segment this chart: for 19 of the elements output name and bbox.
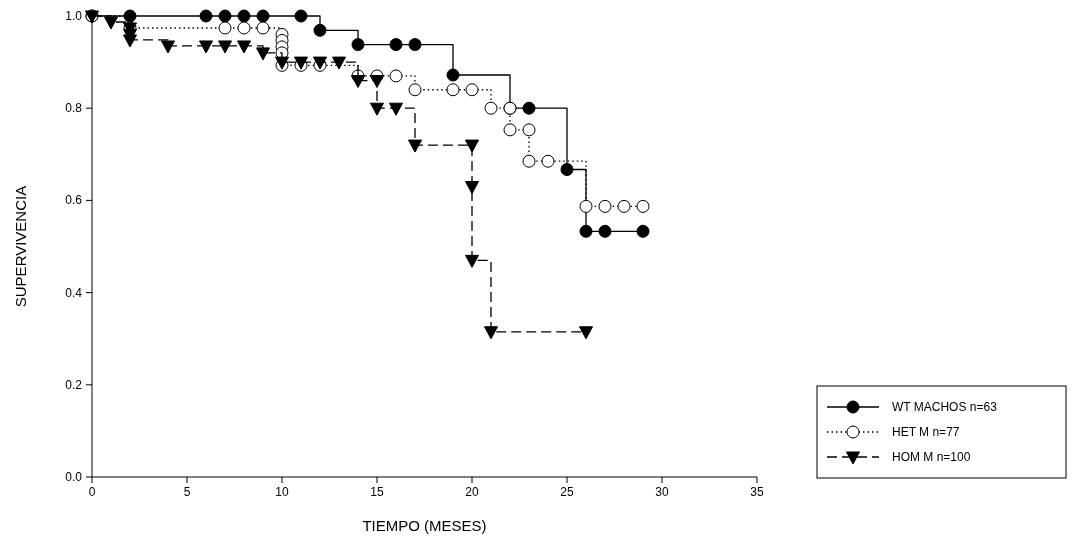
- x-tick-label: 10: [275, 485, 289, 499]
- y-tick-label: 0.8: [65, 101, 83, 116]
- x-tick-label: 35: [750, 485, 764, 499]
- x-tick-label: 25: [560, 485, 574, 499]
- legend-label: WT MACHOS n=63: [892, 400, 998, 414]
- y-tick-label: 0.2: [65, 377, 83, 392]
- y-axis-title: SUPERVIVENCIA: [12, 185, 29, 308]
- x-tick-label: 20: [465, 485, 479, 499]
- x-axis-title: TIEMPO (MESES): [362, 517, 487, 534]
- y-tick-label: 0.0: [65, 470, 83, 484]
- y-tick-label: 0.6: [65, 193, 83, 208]
- legend-label: HET M n=77: [892, 425, 960, 439]
- x-tick-label: 5: [183, 485, 191, 499]
- y-tick-label: 0.4: [65, 285, 83, 300]
- legend-label: HOM M n=100: [892, 450, 971, 464]
- y-tick-label: 1.0: [65, 9, 83, 23]
- x-tick-label: 0: [88, 485, 96, 499]
- x-tick-label: 15: [370, 485, 384, 499]
- x-tick-label: 30: [655, 485, 669, 499]
